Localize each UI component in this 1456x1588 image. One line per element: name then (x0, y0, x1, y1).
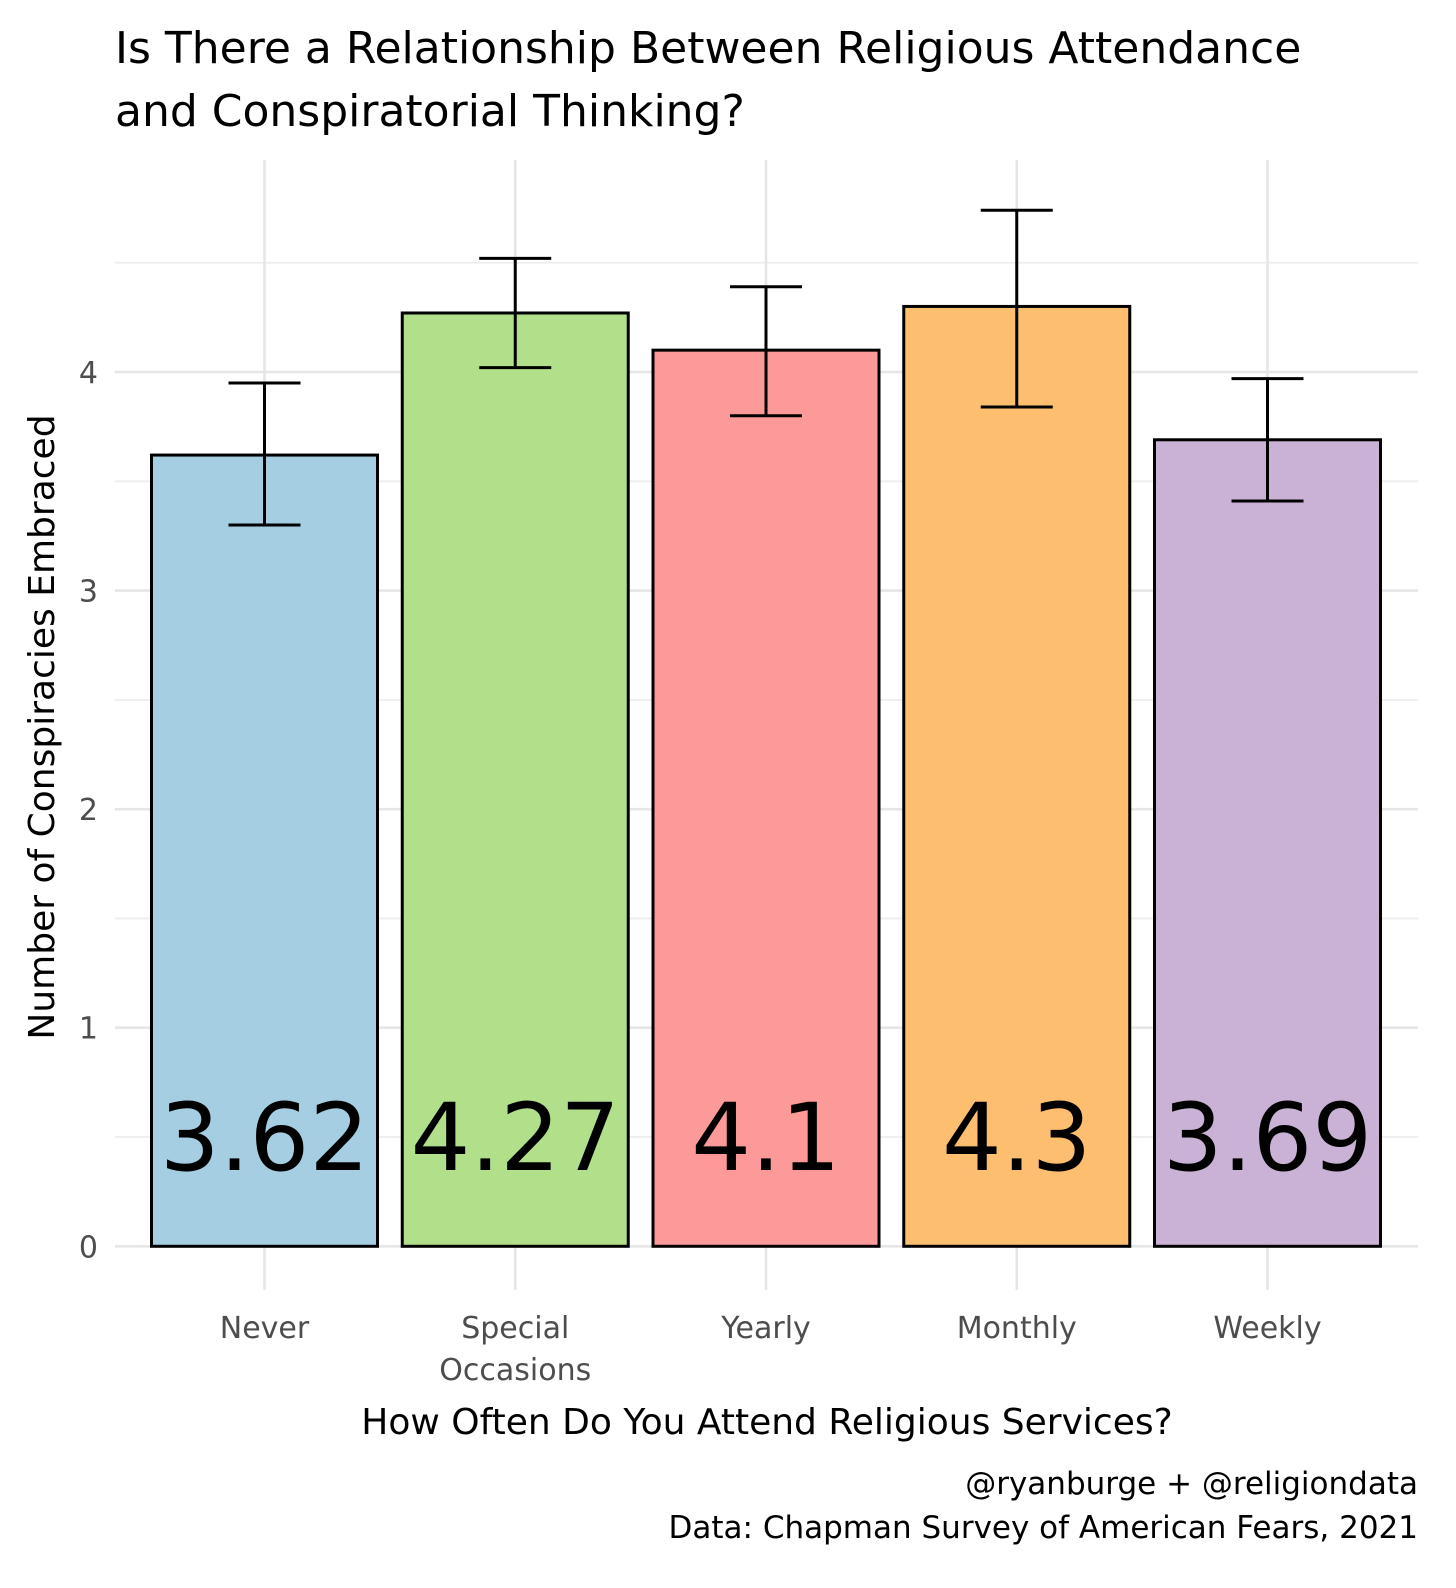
y-tick-label: 0 (79, 1230, 98, 1265)
x-tick-label-line: Never (220, 1311, 310, 1346)
error-bar (228, 381, 301, 527)
bar (1153, 438, 1382, 1248)
bar (651, 348, 881, 1248)
chart-title-line: and Conspiratorial Thinking? (115, 86, 745, 137)
bar-value-label: 3.69 (1163, 1084, 1372, 1193)
x-tick-label-line: Yearly (720, 1311, 811, 1346)
y-tick-label: 3 (79, 575, 98, 610)
x-axis-title: How Often Do You Attend Religious Servic… (361, 1402, 1172, 1443)
x-tick-label: Never (220, 1311, 310, 1346)
error-bar (479, 256, 552, 370)
bars (150, 304, 1382, 1248)
chart-title-line: Is There a Relationship Between Religiou… (115, 23, 1301, 74)
x-tick-label: Yearly (720, 1311, 811, 1346)
x-tick-label: Monthly (957, 1311, 1077, 1346)
x-tick-label-line: Monthly (957, 1311, 1077, 1346)
bar-value-label: 4.27 (411, 1084, 620, 1193)
x-tick-label-line: Occasions (439, 1353, 591, 1388)
error-bars (228, 208, 1304, 527)
bar-value-label: 3.62 (160, 1084, 369, 1193)
bar (902, 304, 1132, 1248)
chart-caption: @ryanburge + @religiondata Data: Chapman … (669, 1466, 1418, 1546)
error-bar (1231, 377, 1304, 503)
bar-value-labels: 3.62 4.27 4.1 4.3 3.69 (160, 1084, 1372, 1193)
x-tick-label-line: Special (461, 1311, 569, 1346)
caption-line: @ryanburge + @religiondata (965, 1466, 1418, 1502)
y-tick-label: 4 (79, 356, 98, 391)
y-tick-label: 2 (79, 793, 98, 828)
bar-value-label: 4.1 (691, 1084, 841, 1193)
x-tick-label-line: Weekly (1213, 1311, 1321, 1346)
error-bar (980, 208, 1053, 409)
y-axis-ticks: 0 1 2 3 4 (79, 356, 98, 1265)
chart-title: Is There a Relationship Between Religiou… (115, 23, 1301, 137)
y-axis-title: Number of Conspiracies Embraced (22, 414, 63, 1039)
x-tick-label: Special Occasions (439, 1311, 591, 1388)
bar (400, 311, 630, 1248)
x-axis-ticks: Never Special Occasions Yearly Monthly Weekly (220, 1311, 1322, 1388)
x-tick-label: Weekly (1213, 1311, 1321, 1346)
y-tick-label: 1 (79, 1012, 98, 1047)
bar (150, 453, 379, 1248)
caption-line: Data: Chapman Survey of American Fears, … (669, 1510, 1418, 1546)
bar-value-label: 4.3 (942, 1084, 1092, 1193)
error-bar (730, 285, 802, 418)
